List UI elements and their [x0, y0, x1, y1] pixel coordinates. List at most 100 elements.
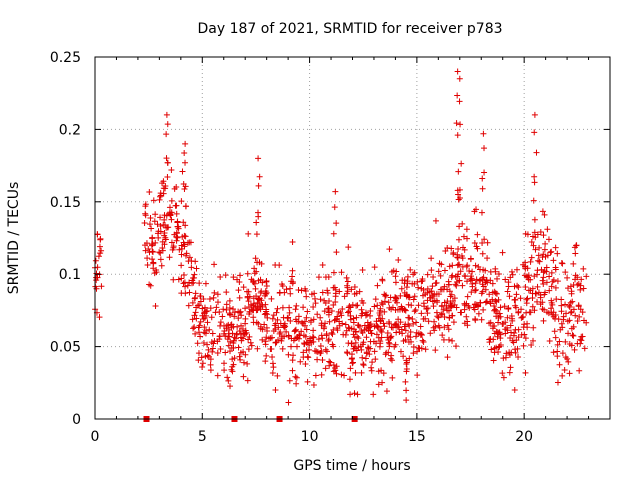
- data-point: [319, 289, 326, 296]
- data-point: [540, 251, 547, 258]
- y-axis-label: SRMTID / TECUs: [6, 182, 22, 295]
- data-point: [207, 305, 214, 312]
- data-point: [217, 319, 224, 326]
- data-point: [262, 301, 269, 308]
- data-point: [200, 296, 207, 303]
- data-point: [448, 274, 455, 281]
- data-point: [149, 248, 156, 255]
- data-point: [245, 346, 252, 353]
- data-point: [548, 248, 555, 255]
- data-point: [546, 338, 553, 345]
- data-point: [453, 282, 460, 289]
- data-point: [433, 309, 440, 316]
- data-point: [554, 341, 561, 348]
- data-point: [209, 330, 216, 337]
- data-point: [382, 292, 389, 299]
- data-point: [285, 399, 292, 406]
- data-point: [159, 247, 166, 254]
- data-point: [290, 278, 297, 285]
- data-point: [413, 319, 420, 326]
- data-point: [353, 347, 360, 354]
- data-point: [351, 284, 358, 291]
- data-point: [229, 330, 236, 337]
- data-point: [157, 214, 164, 221]
- data-point: [263, 306, 270, 313]
- data-point: [573, 242, 580, 249]
- data-point: [430, 303, 437, 310]
- data-point: [255, 296, 262, 303]
- data-point: [479, 185, 486, 192]
- data-point: [558, 302, 565, 309]
- data-point: [178, 262, 185, 269]
- data-point: [295, 318, 302, 325]
- data-point: [451, 295, 458, 302]
- data-point: [339, 306, 346, 313]
- data-point: [314, 311, 321, 318]
- data-point: [144, 262, 151, 269]
- data-point: [155, 234, 162, 241]
- data-point: [205, 346, 212, 353]
- data-point: [474, 231, 481, 238]
- data-point: [448, 301, 455, 308]
- data-point: [552, 266, 559, 273]
- data-point: [141, 219, 148, 226]
- data-point: [512, 346, 519, 353]
- data-point: [515, 326, 522, 333]
- data-point: [487, 336, 494, 343]
- data-point: [522, 335, 529, 342]
- data-point: [455, 196, 462, 203]
- data-point: [570, 332, 577, 339]
- data-point: [499, 321, 506, 328]
- data-point: [195, 357, 202, 364]
- data-point: [404, 332, 411, 339]
- data-point: [209, 345, 216, 352]
- data-point: [544, 226, 551, 233]
- data-point: [146, 188, 153, 195]
- data-point: [270, 312, 277, 319]
- data-point: [178, 198, 185, 205]
- data-point: [287, 318, 294, 325]
- data-point: [559, 324, 566, 331]
- data-point: [252, 285, 259, 292]
- data-point: [327, 359, 334, 366]
- data-point: [530, 324, 537, 331]
- data-point: [182, 283, 189, 290]
- data-point: [445, 326, 452, 333]
- data-point: [94, 264, 101, 271]
- data-point: [349, 360, 356, 367]
- data-point: [505, 305, 512, 312]
- data-point: [289, 273, 296, 280]
- data-point: [304, 378, 311, 385]
- data-point: [432, 323, 439, 330]
- data-point: [230, 361, 237, 368]
- data-point: [569, 298, 576, 305]
- data-point: [500, 374, 507, 381]
- data-point: [96, 243, 103, 250]
- data-point: [406, 314, 413, 321]
- data-point: [317, 296, 324, 303]
- data-point: [213, 304, 220, 311]
- data-point: [226, 333, 233, 340]
- data-point: [181, 185, 188, 192]
- data-point: [378, 367, 385, 374]
- data-point: [211, 289, 218, 296]
- data-point: [450, 319, 457, 326]
- data-point: [250, 307, 257, 314]
- data-point: [409, 280, 416, 287]
- data-point: [198, 354, 205, 361]
- data-point: [510, 332, 517, 339]
- data-point: [546, 273, 553, 280]
- data-point: [455, 191, 462, 198]
- data-point: [353, 302, 360, 309]
- data-point: [574, 317, 581, 324]
- data-point: [250, 314, 257, 321]
- data-point: [369, 359, 376, 366]
- data-point: [202, 280, 209, 287]
- data-point: [493, 290, 500, 297]
- data-point: [392, 273, 399, 280]
- data-point: [221, 327, 228, 334]
- data-point: [553, 296, 560, 303]
- data-point: [345, 324, 352, 331]
- data-point: [273, 309, 280, 316]
- data-point: [475, 263, 482, 270]
